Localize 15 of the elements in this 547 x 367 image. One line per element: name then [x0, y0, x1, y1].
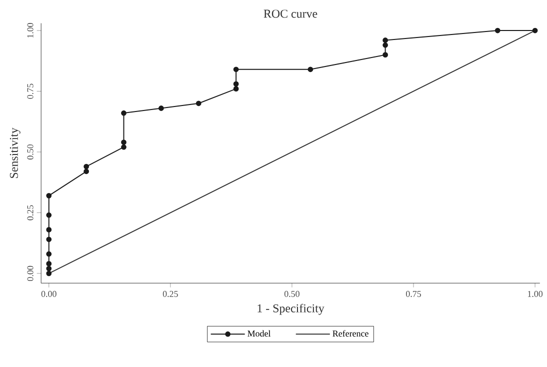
y-tick-label: 0.00 — [27, 266, 34, 281]
x-tick-label: 0.00 — [41, 290, 56, 297]
y-tick-label: 0.75 — [27, 84, 34, 99]
legend-label: Reference — [332, 330, 368, 337]
x-tick-label: 0.75 — [406, 290, 422, 297]
y-axis-title: Sensitivity — [10, 128, 20, 178]
x-tick-label: 0.50 — [284, 290, 300, 297]
y-tick-label: 0.25 — [27, 205, 34, 220]
x-axis-title: 1 - Specificity — [258, 304, 324, 315]
y-tick-label: 1.00 — [27, 23, 34, 38]
chart-title: ROC curve — [264, 10, 318, 18]
y-tick-label: 0.50 — [27, 144, 34, 160]
x-tick-label: 1.00 — [528, 290, 543, 297]
x-tick-label: 0.25 — [162, 290, 178, 297]
legend-label: Model — [248, 330, 271, 337]
